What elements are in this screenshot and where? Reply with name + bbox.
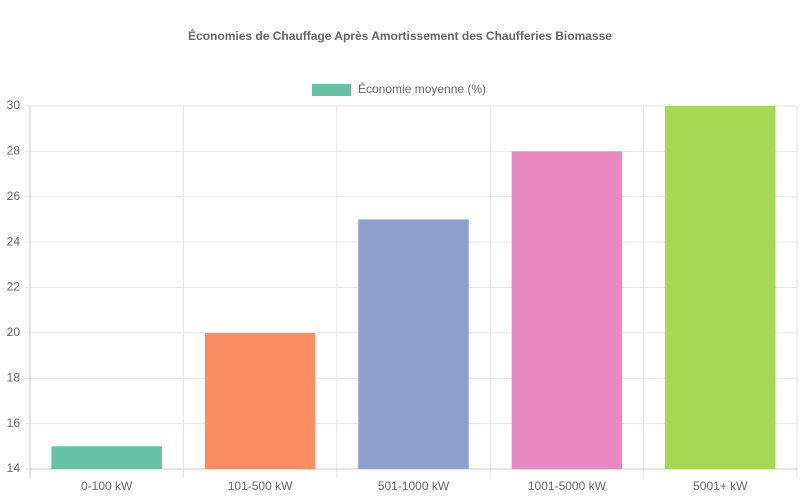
bar xyxy=(511,151,623,469)
y-tick-label: 16 xyxy=(7,416,21,430)
y-tick-label: 18 xyxy=(7,370,21,384)
y-tick-label: 24 xyxy=(7,234,21,248)
chart-title: Économies de Chauffage Après Amortisseme… xyxy=(188,28,612,43)
y-tick-label: 14 xyxy=(7,461,21,475)
legend-label: Économie moyenne (%) xyxy=(358,81,486,96)
x-tick-label: 0-100 kW xyxy=(81,479,133,493)
x-tick-label: 1001-5000 kW xyxy=(528,479,607,493)
bar xyxy=(51,446,162,469)
x-tick-label: 5001+ kW xyxy=(693,479,748,493)
y-tick-label: 26 xyxy=(7,189,21,203)
legend-swatch xyxy=(312,84,351,96)
bar xyxy=(204,332,316,469)
y-tick-label: 30 xyxy=(7,98,21,112)
y-tick-label: 28 xyxy=(7,144,21,158)
y-tick-label: 20 xyxy=(7,325,21,339)
x-tick-label: 501-1000 kW xyxy=(378,479,450,493)
bar xyxy=(358,219,469,469)
bar xyxy=(665,106,776,469)
y-tick-label: 22 xyxy=(7,280,21,294)
x-tick-label: 101-500 kW xyxy=(228,479,293,493)
